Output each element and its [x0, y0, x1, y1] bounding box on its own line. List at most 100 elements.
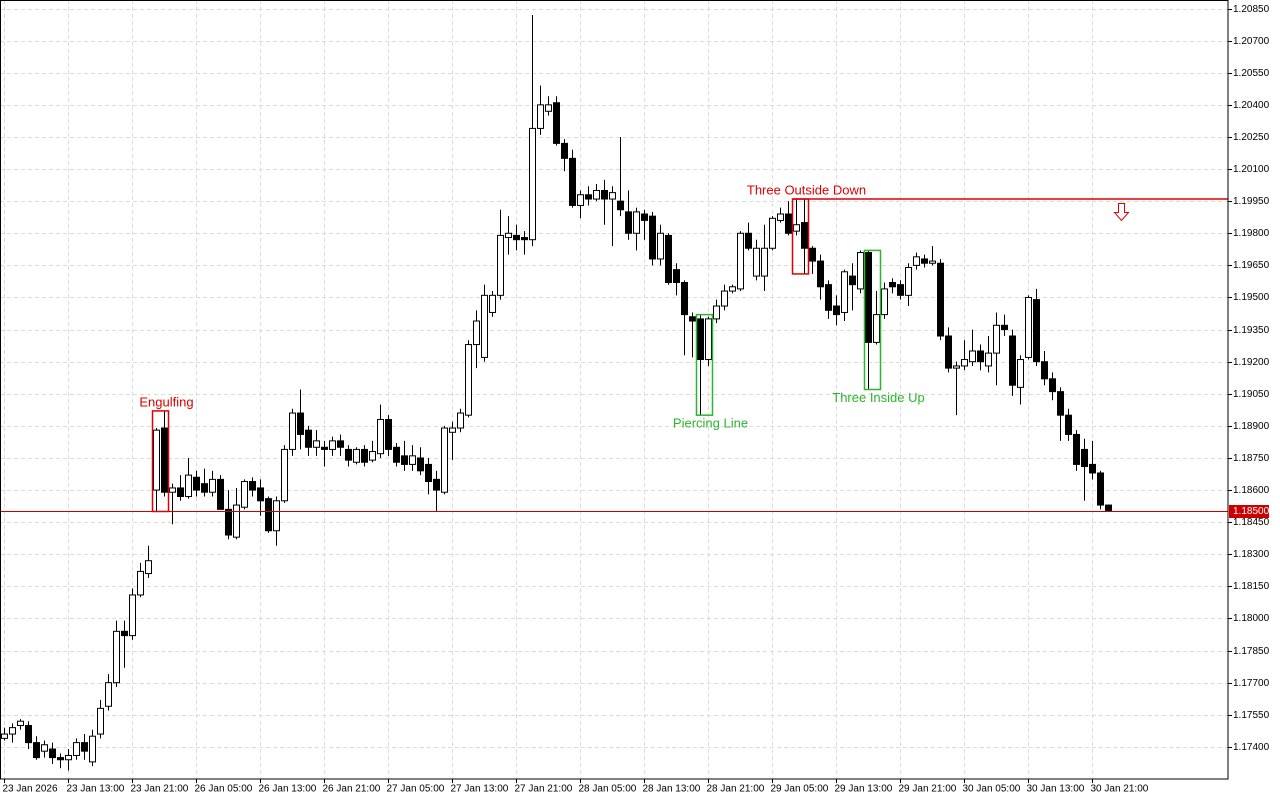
- candle-body: [1057, 391, 1064, 416]
- candle-body: [553, 102, 560, 144]
- candle-body: [305, 429, 312, 448]
- candle-body: [1, 733, 8, 739]
- x-tick-label: 30 Jan 21:00: [1091, 784, 1149, 795]
- x-tick-label: 26 Jan 21:00: [323, 784, 381, 795]
- candle-body: [265, 498, 272, 532]
- candle-body: [953, 365, 960, 369]
- candle-body: [169, 487, 176, 493]
- y-tick-label: 1.19950: [1233, 196, 1270, 207]
- candle-body: [897, 284, 904, 296]
- candle-body: [1089, 463, 1096, 474]
- y-tick-label: 1.19050: [1233, 389, 1270, 400]
- plot-frame: [0, 0, 1229, 780]
- candle-body: [1001, 324, 1008, 331]
- x-tick-label: 27 Jan 05:00: [387, 784, 445, 795]
- candle-body: [1033, 299, 1040, 363]
- candle-body: [233, 504, 240, 538]
- candle-body: [833, 305, 840, 316]
- candle-body: [585, 194, 592, 200]
- candle-body: [393, 446, 400, 463]
- candle-body: [609, 192, 616, 200]
- pattern-label: Three Outside Down: [747, 182, 866, 197]
- candle-body: [105, 682, 112, 707]
- candle-body: [313, 440, 320, 448]
- candle-body: [905, 267, 912, 296]
- candle-body: [81, 742, 88, 752]
- candle-body: [97, 707, 104, 735]
- candle-body: [593, 189, 600, 200]
- x-tick-label: 23 Jan 21:00: [131, 784, 189, 795]
- candle-body: [321, 446, 328, 450]
- candle-body: [793, 224, 800, 232]
- candle-body: [641, 213, 648, 221]
- candle-body: [289, 412, 296, 450]
- candle-body: [225, 508, 232, 536]
- candle-body: [145, 560, 152, 575]
- candle-body: [865, 252, 872, 343]
- candle-body: [985, 352, 992, 367]
- candle-body: [193, 476, 200, 491]
- candle-body: [337, 440, 344, 448]
- candle-body: [513, 234, 520, 241]
- candle-body: [17, 720, 24, 726]
- candle-body: [433, 478, 440, 491]
- x-tick-label: 28 Jan 05:00: [579, 784, 637, 795]
- x-tick-label: 29 Jan 05:00: [771, 784, 829, 795]
- candle-body: [113, 630, 120, 684]
- last-price-box: [1229, 505, 1269, 518]
- candle-body: [153, 429, 160, 491]
- candle-body: [777, 213, 784, 221]
- candle-body: [353, 448, 360, 463]
- candle-body: [601, 189, 608, 200]
- candle-body: [1065, 414, 1072, 435]
- pattern-box: [151, 410, 170, 513]
- x-tick-label: 28 Jan 13:00: [643, 784, 701, 795]
- last-price-label: 1.18500: [1233, 506, 1270, 517]
- candle-body: [73, 742, 80, 756]
- candle-body: [25, 724, 32, 744]
- candle-body: [241, 481, 248, 508]
- x-tick-label: 29 Jan 21:00: [899, 784, 957, 795]
- candle-body: [121, 630, 128, 637]
- candle-body: [41, 744, 48, 752]
- y-tick-label: 1.17850: [1233, 646, 1270, 657]
- pattern-label: Engulfing: [139, 394, 193, 409]
- candle-body: [665, 234, 672, 283]
- candle-body: [801, 222, 808, 249]
- y-tick-label: 1.18150: [1233, 581, 1270, 592]
- candle-body: [409, 455, 416, 465]
- candle-body: [481, 294, 488, 358]
- x-tick-label: 28 Jan 21:00: [707, 784, 765, 795]
- candle-body: [465, 344, 472, 416]
- candle-body: [921, 258, 928, 264]
- pattern-label: Piercing Line: [673, 416, 748, 431]
- candle-body: [273, 500, 280, 532]
- candle-body: [89, 735, 96, 763]
- candle-body: [1073, 433, 1080, 465]
- candle-body: [57, 757, 64, 761]
- y-tick-label: 1.18300: [1233, 549, 1270, 560]
- candle-body: [577, 194, 584, 206]
- y-tick-label: 1.17550: [1233, 710, 1270, 721]
- candle-body: [185, 474, 192, 498]
- candle-body: [497, 234, 504, 296]
- candle-body: [673, 269, 680, 283]
- candle-body: [745, 232, 752, 249]
- candle-body: [929, 260, 936, 264]
- x-tick-label: 23 Jan 13:00: [67, 784, 125, 795]
- candle-body: [937, 262, 944, 337]
- candle-body: [129, 594, 136, 637]
- candle-body: [361, 448, 368, 463]
- candle-body: [561, 142, 568, 159]
- y-tick-label: 1.19800: [1233, 228, 1270, 239]
- y-tick-label: 1.18600: [1233, 485, 1270, 496]
- y-tick-label: 1.17400: [1233, 742, 1270, 753]
- candle-body: [33, 742, 40, 759]
- y-tick-label: 1.20700: [1233, 36, 1270, 47]
- candle-body: [889, 281, 896, 288]
- x-tick-label: 30 Jan 13:00: [1027, 784, 1085, 795]
- candle-body: [657, 232, 664, 260]
- candle-body: [1025, 296, 1032, 358]
- candle-body: [849, 275, 856, 286]
